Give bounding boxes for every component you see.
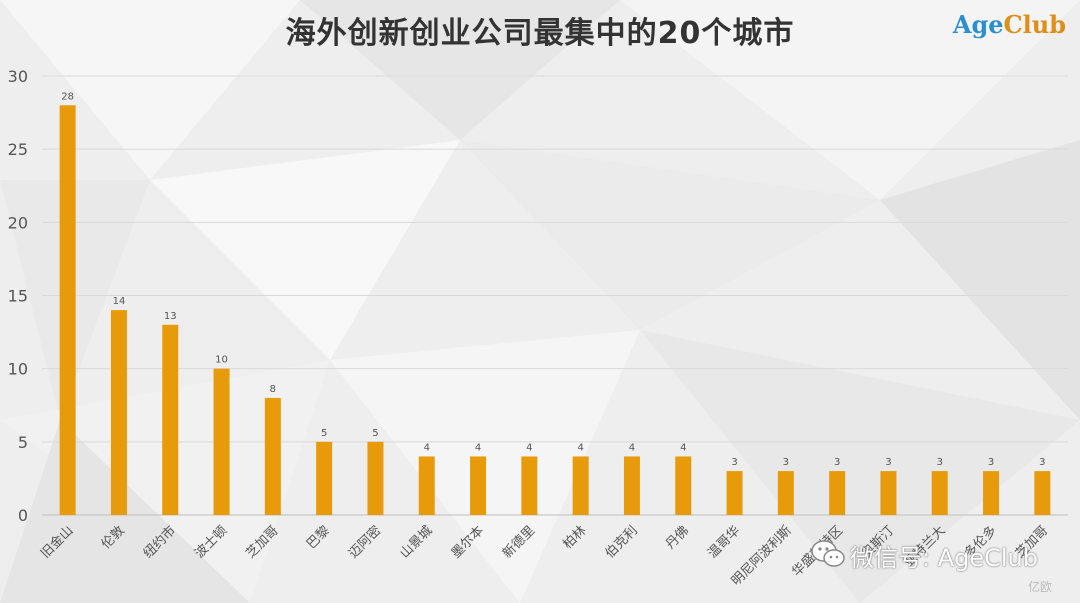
bar xyxy=(983,471,1000,515)
logo-age: Age xyxy=(952,10,1004,39)
x-tick-label: 波士顿 xyxy=(192,523,230,561)
bar xyxy=(777,471,794,515)
x-tick-label: 旧金山 xyxy=(38,523,77,562)
data-label: 3 xyxy=(988,457,994,468)
x-tick-label: 山景城 xyxy=(397,523,435,561)
y-tick-label: 30 xyxy=(8,67,28,86)
y-tick-label: 25 xyxy=(8,140,28,159)
data-label: 4 xyxy=(577,442,583,453)
bar xyxy=(162,324,179,515)
y-tick-label: 10 xyxy=(8,360,28,379)
y-tick-label: 20 xyxy=(8,213,28,232)
watermark-text: 微信号: AgeClub xyxy=(850,544,1039,572)
bar xyxy=(367,441,384,515)
data-label: 13 xyxy=(164,311,177,322)
data-label: 4 xyxy=(629,442,635,453)
data-label: 14 xyxy=(113,296,126,307)
data-label: 4 xyxy=(526,442,532,453)
x-tick-label: 巴黎 xyxy=(304,523,333,552)
chart-title: 海外创新创业公司最集中的20个城市 xyxy=(285,16,795,51)
bar xyxy=(418,456,435,515)
x-tick-label: 墨尔本 xyxy=(449,523,487,561)
bar xyxy=(316,441,333,515)
data-label: 3 xyxy=(783,457,789,468)
y-tick-label: 15 xyxy=(8,287,28,306)
x-tick-label: 芝加哥 xyxy=(243,523,282,562)
x-tick-label: 伯克利 xyxy=(603,523,641,561)
data-label: 3 xyxy=(1039,457,1045,468)
x-tick-label: 温哥华 xyxy=(705,523,743,561)
x-tick-label: 丹佛 xyxy=(663,523,692,552)
bar xyxy=(880,471,897,515)
data-label: 3 xyxy=(834,457,840,468)
data-label: 10 xyxy=(215,355,228,366)
data-label: 28 xyxy=(61,91,74,102)
y-tick-label: 5 xyxy=(18,433,28,452)
data-label: 4 xyxy=(475,442,481,453)
data-label: 3 xyxy=(937,457,943,468)
x-tick-label: 迈阿密 xyxy=(345,523,384,562)
x-tick-label: 伦敦 xyxy=(98,523,128,553)
data-label: 4 xyxy=(424,442,430,453)
x-tick-label: 新德里 xyxy=(499,523,538,562)
corner-watermark: 亿欧 xyxy=(1028,580,1053,594)
ageclub-logo: AgeClub xyxy=(953,10,1066,39)
x-tick-label: 柏林 xyxy=(560,523,589,552)
bar xyxy=(213,368,230,515)
bar xyxy=(931,471,948,515)
x-tick-label: 纽约市 xyxy=(140,523,179,562)
data-label: 8 xyxy=(270,384,276,395)
bar xyxy=(59,105,76,516)
y-tick-label: 0 xyxy=(18,506,28,525)
bar xyxy=(521,456,538,515)
bar xyxy=(829,471,846,515)
logo-club: Club xyxy=(1003,10,1066,39)
bar xyxy=(264,397,281,515)
bar xyxy=(726,471,743,515)
bar xyxy=(110,310,127,515)
data-label: 5 xyxy=(372,428,378,439)
bar xyxy=(572,456,589,515)
bar xyxy=(623,456,640,515)
data-label: 3 xyxy=(885,457,891,468)
bar xyxy=(675,456,692,515)
data-label: 5 xyxy=(321,428,327,439)
bar xyxy=(1034,471,1051,515)
data-label: 4 xyxy=(680,442,686,453)
wechat-icon xyxy=(811,540,845,567)
bar xyxy=(470,456,487,515)
data-label: 3 xyxy=(731,457,737,468)
